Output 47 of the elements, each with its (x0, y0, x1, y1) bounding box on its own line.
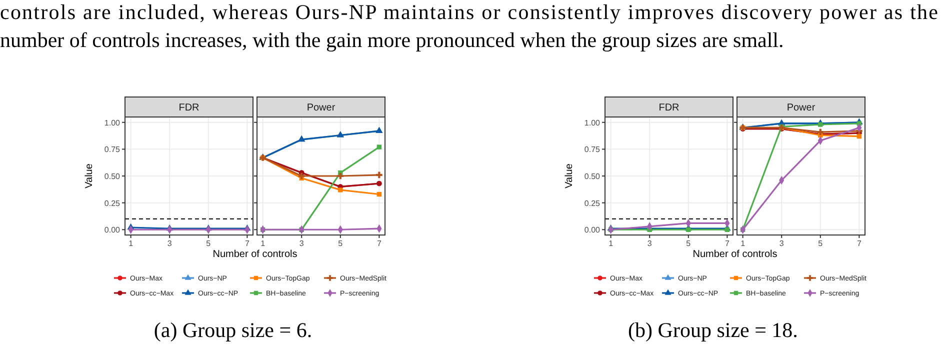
point (298, 172, 305, 180)
y-tick-label: 0.00 (584, 226, 601, 235)
x-tick-label: 3 (167, 239, 172, 248)
chart-title: FDR (658, 102, 680, 114)
point (818, 122, 823, 127)
text: controls are included, whereas Ours-NP maintains or consistently improves discovery power as the (0, 0, 938, 24)
point (337, 172, 344, 180)
y-tick-label: 0.25 (104, 198, 121, 208)
x-tick-label: 1 (128, 239, 134, 248)
x-tick-label: 7 (856, 239, 862, 248)
x-tick-label: 5 (338, 239, 344, 248)
text: number of controls increases, with the gain more pronounced when the group sizes are small. (0, 28, 784, 52)
x-tick-label: 3 (779, 239, 784, 248)
y-tick-label: 1.00 (584, 118, 601, 128)
x-tick-label: 5 (206, 239, 212, 248)
y-tick-label: 0.75 (104, 145, 121, 154)
text: (b) Group size = 18. (628, 318, 798, 342)
x-tick-label: 7 (376, 239, 382, 248)
x-tick-label: 3 (647, 239, 652, 248)
chart-title: FDR (178, 102, 200, 114)
y-tick-label: 0.50 (104, 172, 121, 181)
x-axis-title: Number of controls (212, 249, 298, 260)
x-axis-title: Number of controls (692, 249, 778, 260)
point (817, 128, 824, 136)
y-axis-title: Value (84, 163, 95, 188)
y-axis-title: Value (564, 163, 575, 188)
text: (a) Group size = 6. (154, 318, 312, 342)
chart-title: Power (786, 102, 816, 114)
x-tick-label: 5 (686, 239, 692, 248)
y-tick-label: 0.00 (104, 226, 121, 235)
y-tick-label: 0.50 (584, 172, 601, 181)
x-tick-label: 7 (724, 239, 730, 248)
point (338, 188, 343, 192)
y-tick-label: 0.75 (584, 145, 601, 154)
x-tick-label: 1 (608, 239, 614, 248)
point (376, 144, 382, 150)
chart-title: Power (306, 102, 336, 114)
x-tick-label: 3 (299, 239, 304, 248)
x-tick-label: 1 (740, 239, 746, 248)
x-tick-label: 5 (818, 239, 824, 248)
y-tick-label: 0.25 (584, 198, 601, 208)
x-tick-label: 1 (260, 239, 266, 248)
point (856, 134, 862, 139)
point (376, 192, 382, 197)
x-tick-label: 7 (244, 239, 250, 248)
point (376, 172, 382, 178)
y-tick-label: 1.00 (104, 118, 121, 128)
